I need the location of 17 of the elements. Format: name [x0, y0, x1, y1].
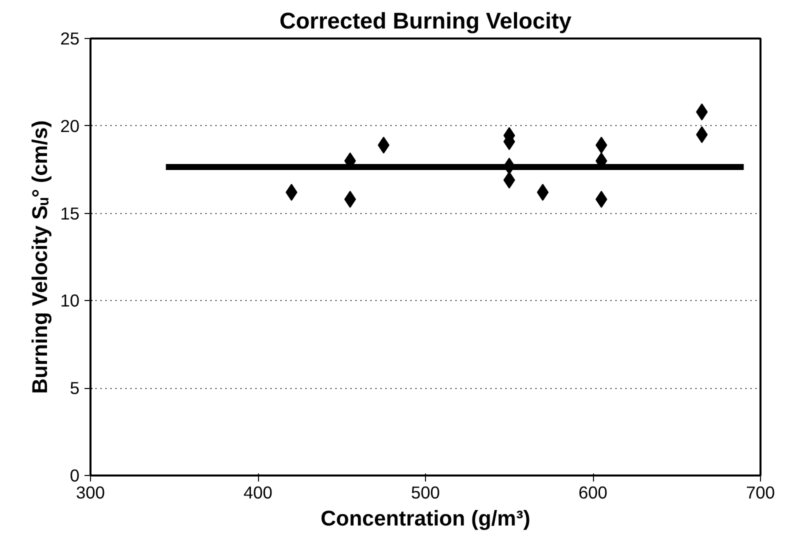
y-tick-label: 10 [60, 290, 80, 311]
point [503, 172, 516, 189]
point [536, 184, 549, 201]
y-axis-title: Burning Velocity Sᵤ° (cm/s) [28, 120, 52, 394]
y-tick-label: 5 [70, 378, 80, 398]
y-tick-label: 0 [70, 466, 80, 486]
x-tick-label: 300 [76, 482, 105, 502]
x-axis-title: Concentration (g/m³) [320, 506, 530, 530]
x-tick-label: 600 [578, 482, 608, 502]
y-tick-label: 25 [60, 28, 80, 48]
chart-title: Corrected Burning Velocity [279, 8, 572, 34]
x-tick-label: 500 [411, 482, 440, 502]
x-tick-label: 400 [244, 482, 272, 502]
point [503, 158, 516, 175]
y-tick-label: 20 [60, 116, 80, 136]
y-tick-label: 15 [60, 203, 80, 224]
x-tick-label: 700 [746, 482, 775, 502]
